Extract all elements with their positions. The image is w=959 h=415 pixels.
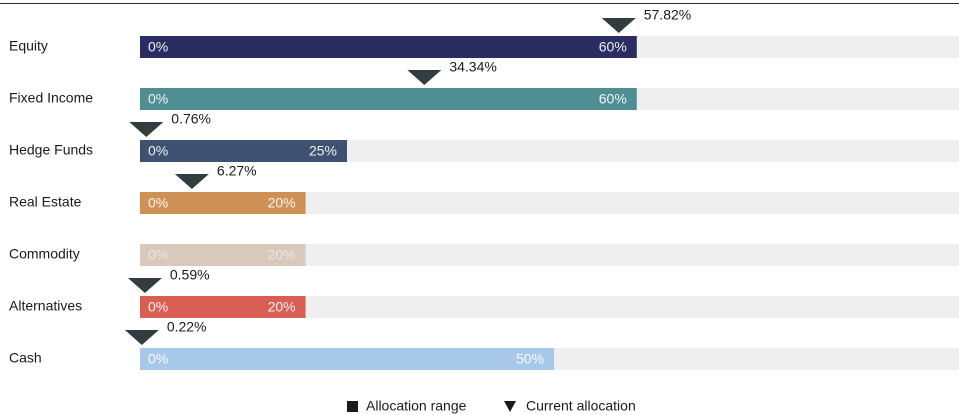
range-low-label: 0%: [148, 143, 168, 159]
range-bar: [140, 192, 306, 214]
range-bar: [140, 88, 637, 110]
range-low-label: 0%: [148, 299, 168, 315]
current-marker: [127, 278, 162, 293]
range-high-label: 25%: [309, 143, 337, 159]
range-high-label: 20%: [268, 299, 296, 315]
current-label: 6.27%: [217, 163, 257, 179]
track: [140, 296, 959, 318]
legend-swatch: [347, 401, 358, 412]
current-label: 0.59%: [170, 267, 210, 283]
range-bar: [140, 36, 637, 58]
track: [140, 244, 959, 266]
legend-swatch: [504, 401, 516, 412]
range-bar: [140, 140, 347, 162]
legend-label: Current allocation: [526, 398, 636, 414]
legend-label: Allocation range: [366, 398, 467, 414]
current-marker: [124, 330, 159, 345]
range-low-label: 0%: [148, 247, 168, 263]
current-label: 0.22%: [167, 319, 207, 335]
current-label: 34.34%: [449, 59, 496, 75]
range-high-label: 20%: [268, 195, 296, 211]
range-high-label: 20%: [268, 247, 296, 263]
range-high-label: 60%: [599, 39, 627, 55]
current-label: 0.76%: [171, 111, 211, 127]
category-label: Fixed Income: [9, 90, 93, 106]
current-label: 57.82%: [644, 7, 691, 23]
range-low-label: 0%: [148, 39, 168, 55]
current-marker: [601, 18, 636, 33]
range-low-label: 0%: [148, 351, 168, 367]
range-bar: [140, 348, 554, 370]
range-bar: [140, 244, 306, 266]
range-bar: [140, 296, 306, 318]
current-marker: [129, 122, 164, 137]
category-label: Alternatives: [9, 298, 82, 314]
current-marker: [174, 174, 209, 189]
category-label: Hedge Funds: [9, 142, 93, 158]
category-label: Commodity: [9, 246, 80, 262]
track: [140, 192, 959, 214]
range-high-label: 60%: [599, 91, 627, 107]
category-label: Cash: [9, 350, 42, 366]
current-marker: [407, 70, 442, 85]
category-label: Real Estate: [9, 194, 82, 210]
range-low-label: 0%: [148, 195, 168, 211]
category-label: Equity: [9, 38, 48, 54]
range-high-label: 50%: [516, 351, 544, 367]
range-low-label: 0%: [148, 91, 168, 107]
